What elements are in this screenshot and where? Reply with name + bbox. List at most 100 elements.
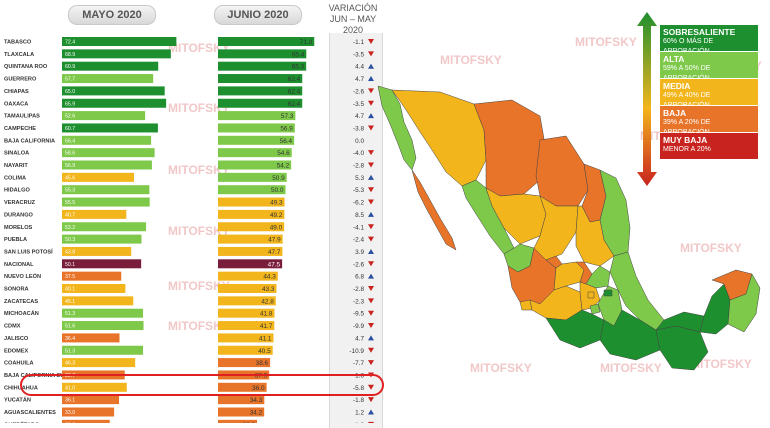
june-value-label: 62.4 bbox=[288, 101, 301, 108]
may-value-label: 33.0 bbox=[65, 410, 75, 416]
june-bar bbox=[218, 209, 285, 219]
variation-value: -1.3 bbox=[353, 422, 364, 423]
state-label: TAMAULIPAS bbox=[4, 114, 40, 120]
may-value-label: 37.5 bbox=[65, 274, 75, 280]
variation-value: -2.3 bbox=[353, 298, 364, 305]
down-arrow-icon bbox=[368, 323, 374, 329]
variation-value: -3.8 bbox=[353, 125, 364, 132]
may-value-label: 46.3 bbox=[65, 361, 75, 367]
may-value-label: 60.9 bbox=[65, 64, 75, 70]
down-arrow-icon bbox=[368, 51, 374, 57]
may-value-label: 36.4 bbox=[65, 336, 75, 342]
variation-value: -2.4 bbox=[353, 237, 364, 244]
legend-item-title: MEDIA bbox=[663, 81, 691, 91]
may-bar bbox=[62, 37, 177, 46]
state-label: CHIAPAS bbox=[4, 89, 29, 95]
variation-column-bg bbox=[329, 33, 383, 428]
june-value-label: 38.6 bbox=[256, 360, 269, 367]
variation-value: 4.7 bbox=[355, 76, 364, 83]
state-label: PUEBLA bbox=[4, 237, 27, 243]
may-bar bbox=[62, 271, 122, 281]
state-label: SAN LUIS POTOSÍ bbox=[4, 247, 53, 255]
state-label: MICHOACÁN bbox=[4, 310, 39, 317]
may-value-label: 52.6 bbox=[65, 114, 75, 120]
variation-value: -3.5 bbox=[353, 51, 364, 58]
june-bar bbox=[218, 271, 278, 281]
june-bar bbox=[218, 123, 295, 133]
june-bar bbox=[218, 74, 303, 84]
watermark-text: MITOFSKY bbox=[690, 357, 752, 371]
june-bar bbox=[218, 246, 283, 256]
map-states bbox=[377, 85, 761, 371]
down-arrow-icon bbox=[368, 236, 374, 242]
june-bar bbox=[218, 321, 275, 331]
map-baja-california bbox=[377, 85, 417, 171]
map-tlaxcala bbox=[603, 289, 613, 297]
state-label: GUERRERO bbox=[4, 77, 37, 83]
legend-item-subtitle: 59% A 50% DE APROBACIÓN bbox=[663, 65, 711, 82]
state-label: SONORA bbox=[4, 287, 29, 293]
may-bar bbox=[62, 148, 155, 158]
june-bar bbox=[218, 185, 286, 195]
may-bar bbox=[62, 61, 159, 71]
may-bar bbox=[62, 321, 144, 331]
june-header: JUNIO 2020 bbox=[214, 5, 302, 25]
variation-value: 4.7 bbox=[355, 335, 364, 342]
june-bar bbox=[218, 395, 265, 405]
state-label: QUINTANA ROO bbox=[4, 64, 48, 70]
variation-value: 6.8 bbox=[355, 274, 364, 281]
june-bar bbox=[218, 333, 274, 343]
may-value-label: 65.0 bbox=[65, 89, 75, 95]
may-value-label: 53.2 bbox=[65, 225, 75, 231]
may-bar bbox=[62, 284, 126, 293]
june-bar bbox=[218, 234, 283, 244]
down-arrow-icon bbox=[368, 125, 374, 131]
state-label: CAMPECHE bbox=[4, 126, 36, 132]
may-value-label: 40.7 bbox=[65, 212, 75, 218]
legend-item-subtitle: 39% A 20% DE APROBACIÓN bbox=[663, 119, 711, 136]
down-arrow-icon bbox=[368, 310, 374, 316]
may-value-label: 50.3 bbox=[65, 237, 75, 243]
up-arrow-icon bbox=[368, 174, 374, 180]
june-bar bbox=[218, 172, 287, 182]
may-value-label: 41.0 bbox=[65, 385, 75, 391]
may-bar bbox=[62, 111, 146, 121]
down-arrow-icon bbox=[368, 199, 374, 205]
june-value-label: 62.4 bbox=[288, 76, 301, 83]
june-value-label: 54.2 bbox=[277, 163, 290, 170]
june-bar bbox=[218, 284, 277, 293]
may-bar bbox=[62, 123, 158, 133]
highlight-chihuahua bbox=[20, 374, 384, 396]
variation-value: -9.9 bbox=[353, 323, 364, 330]
state-label: BAJA CALIFORNIA bbox=[4, 138, 55, 144]
legend-item-subtitle: 60% O MÁS DE APROBACIÓN bbox=[663, 38, 714, 55]
up-arrow-icon bbox=[368, 248, 374, 254]
down-arrow-icon bbox=[368, 150, 374, 156]
may-value-label: 51.3 bbox=[65, 311, 75, 317]
legend-item-title: SOBRESALIENTE bbox=[663, 27, 736, 37]
down-arrow-icon bbox=[368, 88, 374, 94]
watermark-text: MITOFSKY bbox=[168, 163, 230, 177]
june-bar bbox=[218, 407, 265, 417]
june-bar bbox=[218, 49, 307, 59]
may-bar bbox=[62, 135, 152, 145]
up-arrow-icon bbox=[368, 273, 374, 279]
june-value-label: 47.9 bbox=[268, 237, 281, 244]
may-value-label: 51.3 bbox=[65, 348, 75, 354]
may-header: MAYO 2020 bbox=[68, 5, 156, 25]
june-value-label: 47.7 bbox=[268, 249, 281, 256]
state-label: TABASCO bbox=[4, 40, 32, 46]
variation-value: 0.0 bbox=[355, 138, 364, 145]
down-arrow-icon bbox=[368, 397, 374, 403]
down-arrow-icon bbox=[368, 224, 374, 230]
scale-arrow-icon bbox=[637, 12, 657, 186]
up-arrow-icon bbox=[368, 113, 374, 119]
up-arrow-icon bbox=[368, 335, 374, 341]
watermark-text: MITOFSKY bbox=[680, 241, 742, 255]
state-label: EDOMEX bbox=[4, 348, 29, 354]
variation-value: 4.7 bbox=[355, 113, 364, 120]
may-bar bbox=[62, 382, 127, 392]
